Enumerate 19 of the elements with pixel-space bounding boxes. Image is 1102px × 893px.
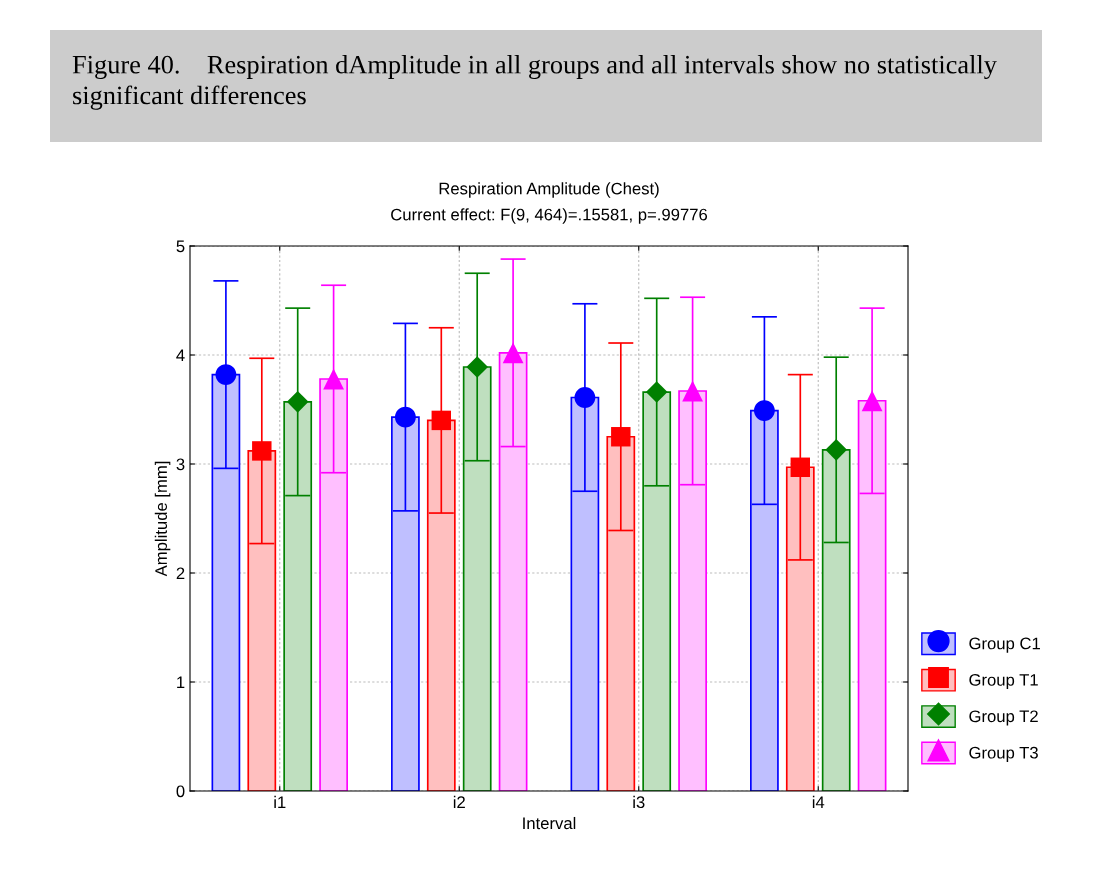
chart-subtitle: Respiration Amplitude (Chest) <box>439 182 659 198</box>
x-tick-label: i2 <box>453 795 465 808</box>
x-tick-label: i1 <box>274 795 286 808</box>
legend-label: Group C1 <box>969 637 1040 653</box>
text: Current effect: F(9, 464)=.15581, p=.99776 <box>391 208 708 224</box>
x-axis-title: Interval <box>523 816 576 830</box>
x-tick-label: i3 <box>633 795 645 809</box>
y-tick-label: 3 <box>176 458 185 471</box>
y-axis-title: Amplitude [mm] <box>154 461 171 577</box>
legend-label: Group T1 <box>969 673 1038 690</box>
y-tick-label: 0 <box>176 785 185 798</box>
legend-label: Group T3 <box>969 746 1038 762</box>
chart-title: Figure 40. Respiration dAmplitude in all groups and all intervals show no statistically significant differences <box>72 55 997 110</box>
y-tick-label: 1 <box>177 676 185 689</box>
x-tick-label: i4 <box>812 795 825 808</box>
y-tick-label: 2 <box>176 567 185 580</box>
legend-label: Group T2 <box>969 710 1038 726</box>
y-tick-label: 5 <box>176 240 185 253</box>
y-tick-label: 4 <box>176 349 185 362</box>
